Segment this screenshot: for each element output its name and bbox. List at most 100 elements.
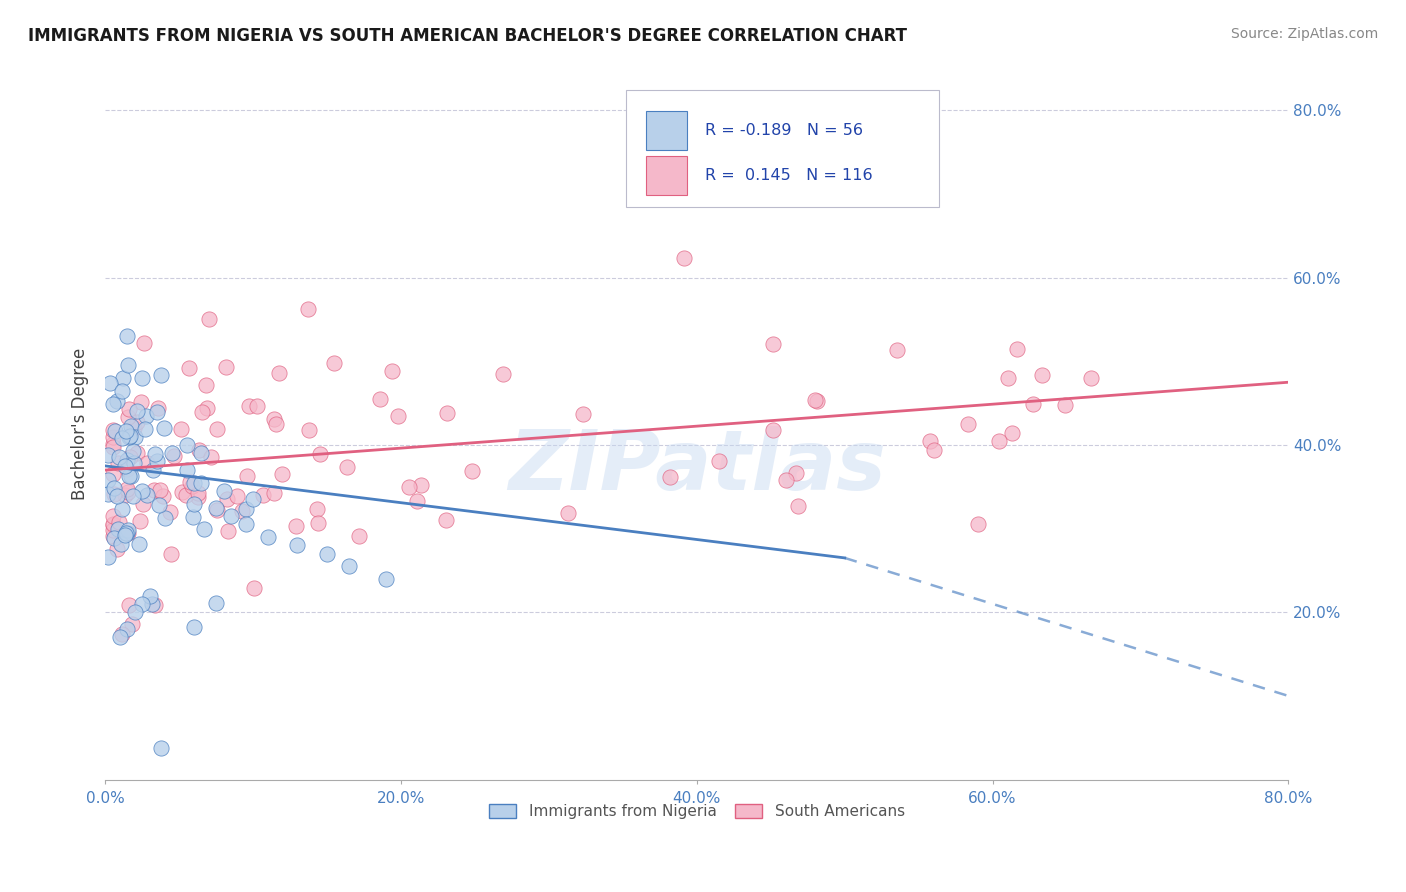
Point — [124, 430, 146, 444]
Point — [375, 572, 398, 586]
Point — [252, 488, 274, 502]
Point — [188, 442, 211, 457]
Point — [225, 489, 247, 503]
Point — [136, 487, 159, 501]
Point — [219, 509, 242, 524]
Point — [134, 422, 156, 436]
Point — [195, 378, 218, 392]
Point — [179, 475, 201, 489]
Point — [127, 446, 149, 460]
Point — [111, 627, 134, 641]
Point — [298, 423, 321, 437]
Point — [246, 399, 269, 413]
Point — [101, 437, 124, 451]
Point — [177, 360, 200, 375]
Point — [967, 517, 990, 532]
Point — [1080, 371, 1102, 385]
Point — [235, 501, 257, 516]
Point — [284, 518, 307, 533]
Point — [235, 517, 257, 532]
Point — [181, 510, 204, 524]
Point — [108, 450, 131, 465]
Point — [806, 394, 828, 409]
Point — [117, 430, 139, 444]
Point — [114, 526, 136, 541]
FancyBboxPatch shape — [645, 111, 688, 150]
Point — [117, 409, 139, 424]
Point — [142, 463, 165, 477]
Point — [136, 456, 159, 470]
Point — [101, 528, 124, 542]
Point — [193, 522, 215, 536]
Point — [129, 515, 152, 529]
Text: IMMIGRANTS FROM NIGERIA VS SOUTH AMERICAN BACHELOR'S DEGREE CORRELATION CHART: IMMIGRANTS FROM NIGERIA VS SOUTH AMERICA… — [28, 27, 907, 45]
Point — [132, 335, 155, 350]
Point — [557, 506, 579, 520]
Point — [170, 422, 193, 436]
Point — [398, 480, 420, 494]
Point — [101, 423, 124, 437]
Point — [387, 409, 409, 424]
Point — [243, 582, 266, 596]
Point — [101, 440, 124, 454]
Point — [170, 484, 193, 499]
Point — [108, 631, 131, 645]
Point — [775, 473, 797, 487]
Point — [117, 485, 139, 500]
Point — [132, 498, 155, 512]
FancyBboxPatch shape — [645, 155, 688, 194]
Point — [150, 368, 173, 382]
Point — [1031, 368, 1053, 382]
Point — [183, 620, 205, 634]
Point — [149, 483, 172, 498]
Point — [191, 404, 214, 418]
Point — [368, 392, 391, 407]
Point — [957, 417, 980, 431]
Point — [922, 443, 945, 458]
Point — [117, 526, 139, 541]
Point — [143, 598, 166, 612]
Point — [97, 487, 120, 501]
Point — [118, 450, 141, 465]
Point — [231, 504, 253, 518]
Point — [155, 510, 177, 524]
Point — [107, 515, 129, 529]
Point — [141, 597, 163, 611]
Point — [104, 424, 127, 438]
Point — [153, 421, 176, 435]
Point — [120, 419, 142, 434]
Point — [101, 517, 124, 532]
Point — [117, 482, 139, 496]
Point — [128, 536, 150, 550]
Point — [436, 406, 458, 420]
Point — [205, 422, 228, 436]
Point — [434, 513, 457, 527]
Point — [198, 312, 221, 326]
Point — [337, 559, 360, 574]
Point — [264, 417, 287, 431]
Point — [103, 481, 125, 495]
Point — [148, 498, 170, 512]
Point — [162, 445, 184, 459]
Text: R = -0.189   N = 56: R = -0.189 N = 56 — [704, 123, 863, 138]
Point — [150, 740, 173, 755]
Point — [235, 469, 257, 483]
Point — [762, 337, 785, 351]
Point — [105, 489, 128, 503]
Point — [269, 367, 291, 381]
Point — [263, 411, 285, 425]
Point — [381, 364, 404, 378]
Point — [118, 598, 141, 612]
Point — [305, 502, 328, 516]
Point — [117, 523, 139, 537]
Point — [217, 524, 239, 538]
Point — [918, 434, 941, 448]
Point — [159, 505, 181, 519]
Point — [205, 500, 228, 515]
Point — [114, 488, 136, 502]
Point — [122, 456, 145, 470]
Point — [125, 403, 148, 417]
Point — [107, 523, 129, 537]
Point — [214, 359, 236, 374]
Point — [187, 485, 209, 500]
